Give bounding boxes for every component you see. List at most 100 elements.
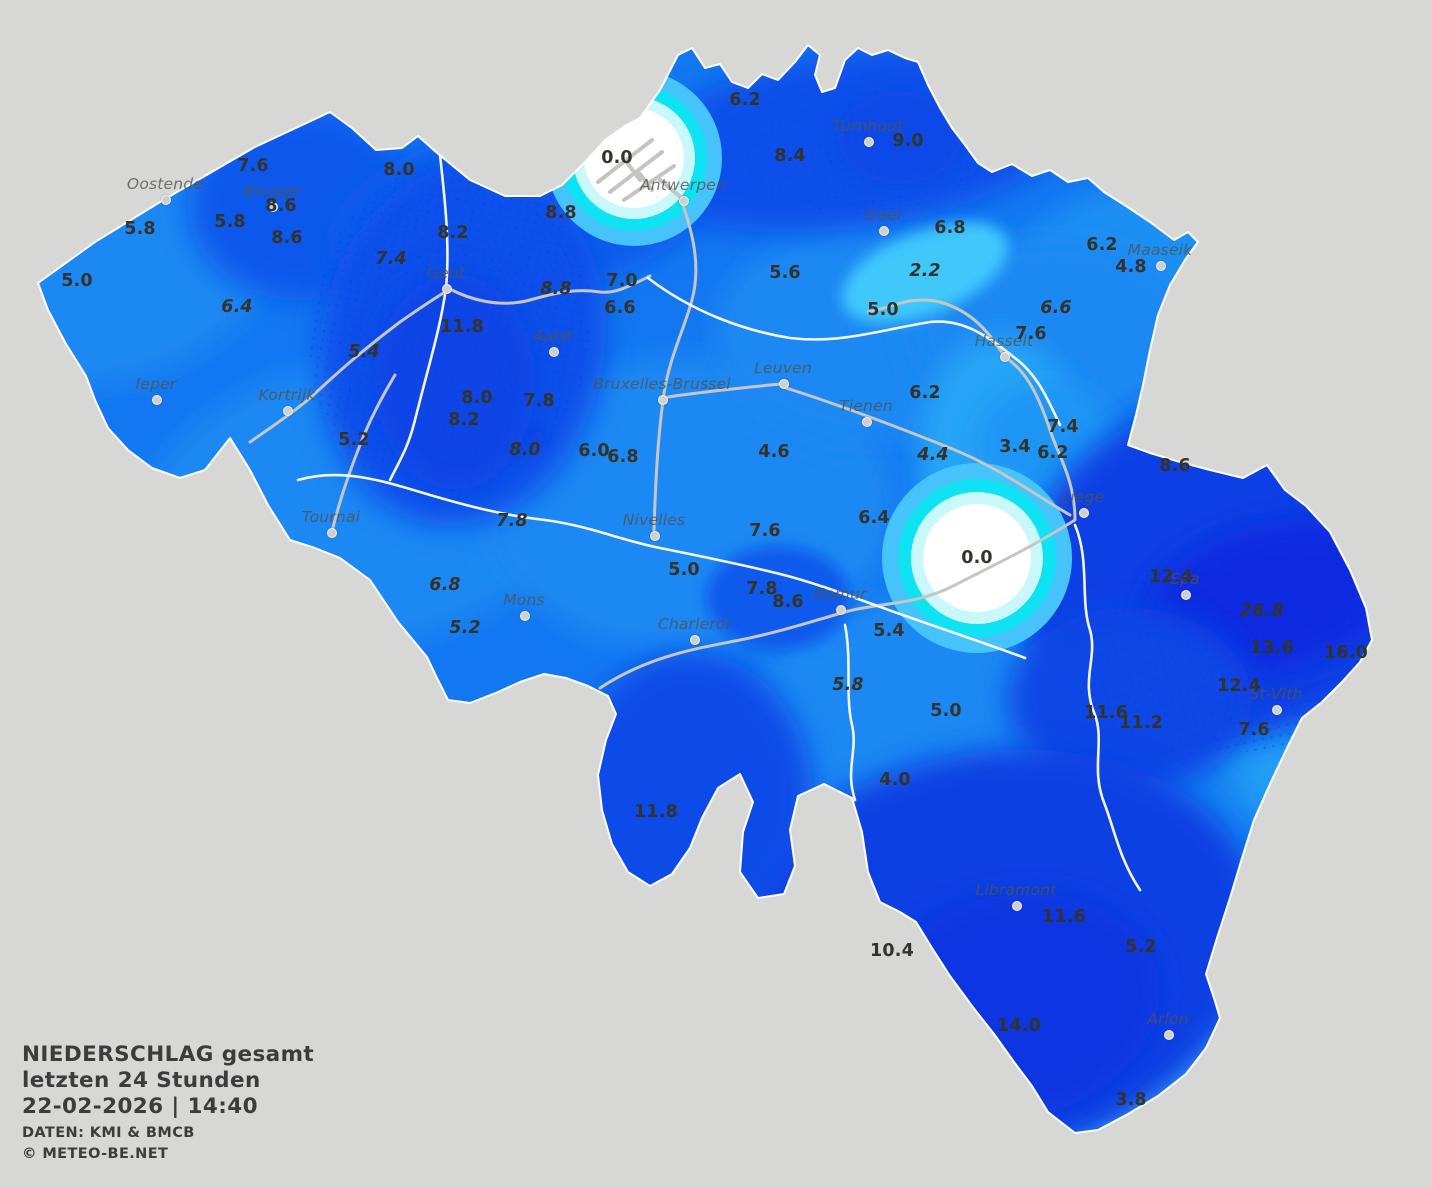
station-value-label: 5.8 bbox=[832, 675, 864, 695]
city-dot bbox=[1000, 352, 1010, 362]
station-value-label: 4.4 bbox=[917, 445, 949, 465]
city-label: Antwerpen bbox=[639, 176, 727, 194]
city-label: Hasselt bbox=[974, 332, 1034, 350]
city-dot bbox=[836, 605, 846, 615]
station-value-label: 11.2 bbox=[1119, 713, 1163, 733]
city-label: Libramont bbox=[975, 881, 1057, 899]
station-value-label: 13.6 bbox=[1250, 638, 1294, 658]
city-label: Nivelles bbox=[622, 511, 686, 529]
station-value-label: 5.2 bbox=[1125, 937, 1157, 957]
city-label: Charleroi bbox=[657, 615, 731, 633]
city-label: Liege bbox=[1061, 488, 1105, 506]
station-value-label: 7.6 bbox=[749, 521, 781, 541]
station-value-label: 8.0 bbox=[383, 160, 415, 180]
station-value-label: 11.6 bbox=[1084, 703, 1128, 723]
station-value-label: 5.4 bbox=[873, 621, 905, 641]
station-value-label: 14.0 bbox=[997, 1016, 1041, 1036]
station-value-label: 7.4 bbox=[375, 249, 407, 269]
city-dot bbox=[862, 417, 872, 427]
station-value-label: 8.2 bbox=[448, 410, 480, 430]
station-value-label: 5.0 bbox=[668, 560, 700, 580]
map-title-line1: NIEDERSCHLAG gesamt bbox=[22, 1042, 315, 1067]
station-value-label: 4.6 bbox=[758, 442, 790, 462]
map-datetime: 22-02-2026 | 14:40 bbox=[22, 1094, 258, 1119]
city-label: Kortrijk bbox=[258, 386, 316, 404]
station-value-label: 8.8 bbox=[545, 203, 577, 223]
station-value-label: 8.0 bbox=[461, 388, 493, 408]
station-value-label: 5.4 bbox=[348, 342, 380, 362]
city-dot bbox=[152, 395, 162, 405]
station-value-label: 6.2 bbox=[1037, 443, 1069, 463]
station-value-label: 8.2 bbox=[437, 223, 469, 243]
city-dot bbox=[864, 137, 874, 147]
city-label: St-Vith bbox=[1249, 685, 1303, 703]
station-value-label: 16.0 bbox=[1324, 643, 1368, 663]
river-road-lines bbox=[248, 203, 1077, 690]
city-dot bbox=[1164, 1030, 1174, 1040]
city-label: Turnhout bbox=[832, 117, 904, 135]
city-dot bbox=[779, 379, 789, 389]
station-value-label: 11.8 bbox=[634, 802, 678, 822]
station-value-label: 8.6 bbox=[772, 592, 804, 612]
station-value-label: 7.6 bbox=[1015, 324, 1047, 344]
city-label: Tournai bbox=[301, 508, 361, 526]
antwerp-port-roads bbox=[596, 138, 685, 202]
station-value-label: 7.8 bbox=[746, 579, 778, 599]
station-value-label: 0.0 bbox=[961, 548, 993, 568]
title-block: NIEDERSCHLAG gesamt letzten 24 Stunden 2… bbox=[22, 1042, 314, 1165]
station-value-label: 6.6 bbox=[604, 298, 636, 318]
station-value-label: 5.0 bbox=[61, 271, 93, 291]
station-value-label: 4.0 bbox=[879, 770, 911, 790]
station-value-label: 8.6 bbox=[271, 228, 303, 248]
city-label: Brugge bbox=[243, 182, 301, 200]
city-label: Leuven bbox=[754, 359, 812, 377]
city-label: Tienen bbox=[839, 397, 893, 415]
station-value-label: 8.4 bbox=[774, 146, 806, 166]
station-value-label: 6.8 bbox=[934, 218, 966, 238]
map-copyright: © METEO-BE.NET bbox=[22, 1146, 169, 1162]
station-value-label: 6.2 bbox=[909, 383, 941, 403]
station-value-label: 9.0 bbox=[892, 131, 924, 151]
station-value-label: 12.4 bbox=[1217, 676, 1261, 696]
station-value-label: 8.6 bbox=[265, 196, 297, 216]
city-dot bbox=[1156, 261, 1166, 271]
city-dot bbox=[442, 284, 452, 294]
station-value-label: 6.2 bbox=[729, 90, 761, 110]
city-dot bbox=[679, 196, 689, 206]
map-data-source: DATEN: KMI & BMCB bbox=[22, 1125, 195, 1141]
station-value-label: 6.6 bbox=[1040, 298, 1072, 318]
station-value-label: 3.8 bbox=[1115, 1090, 1147, 1110]
station-value-label: 6.8 bbox=[429, 575, 461, 595]
station-value-label: 5.0 bbox=[930, 701, 962, 721]
station-value-label: 5.2 bbox=[338, 430, 370, 450]
station-value-label: 5.0 bbox=[867, 300, 899, 320]
city-label: Mons bbox=[503, 591, 545, 609]
city-label: Arlon bbox=[1147, 1010, 1189, 1028]
station-value-label: 7.6 bbox=[1238, 720, 1270, 740]
station-value-label: 26.8 bbox=[1240, 601, 1284, 621]
city-label: Ieper bbox=[135, 375, 177, 393]
baarle-enclave-dot bbox=[858, 74, 866, 82]
city-dot bbox=[650, 531, 660, 541]
city-dot bbox=[520, 611, 530, 621]
station-value-label: 6.8 bbox=[607, 447, 639, 467]
city-dot bbox=[268, 202, 278, 212]
station-value-label: 12.4 bbox=[1149, 567, 1193, 587]
station-value-label: 8.0 bbox=[509, 440, 541, 460]
station-value-label: 8.6 bbox=[1159, 456, 1191, 476]
station-value-label: 6.0 bbox=[578, 441, 610, 461]
city-label: Spa bbox=[1170, 570, 1200, 588]
station-value-label: 6.4 bbox=[221, 297, 253, 317]
city-label: Namur bbox=[813, 585, 867, 603]
city-dot bbox=[283, 406, 293, 416]
station-value-label: 7.8 bbox=[523, 391, 555, 411]
station-value-label: 11.6 bbox=[1042, 907, 1086, 927]
station-value-label: 10.4 bbox=[870, 941, 914, 961]
station-value-label: 5.8 bbox=[214, 212, 246, 232]
station-value-label: 6.2 bbox=[1086, 235, 1118, 255]
city-dot bbox=[658, 395, 668, 405]
city-label: Bruxelles-Brussel bbox=[593, 375, 731, 393]
